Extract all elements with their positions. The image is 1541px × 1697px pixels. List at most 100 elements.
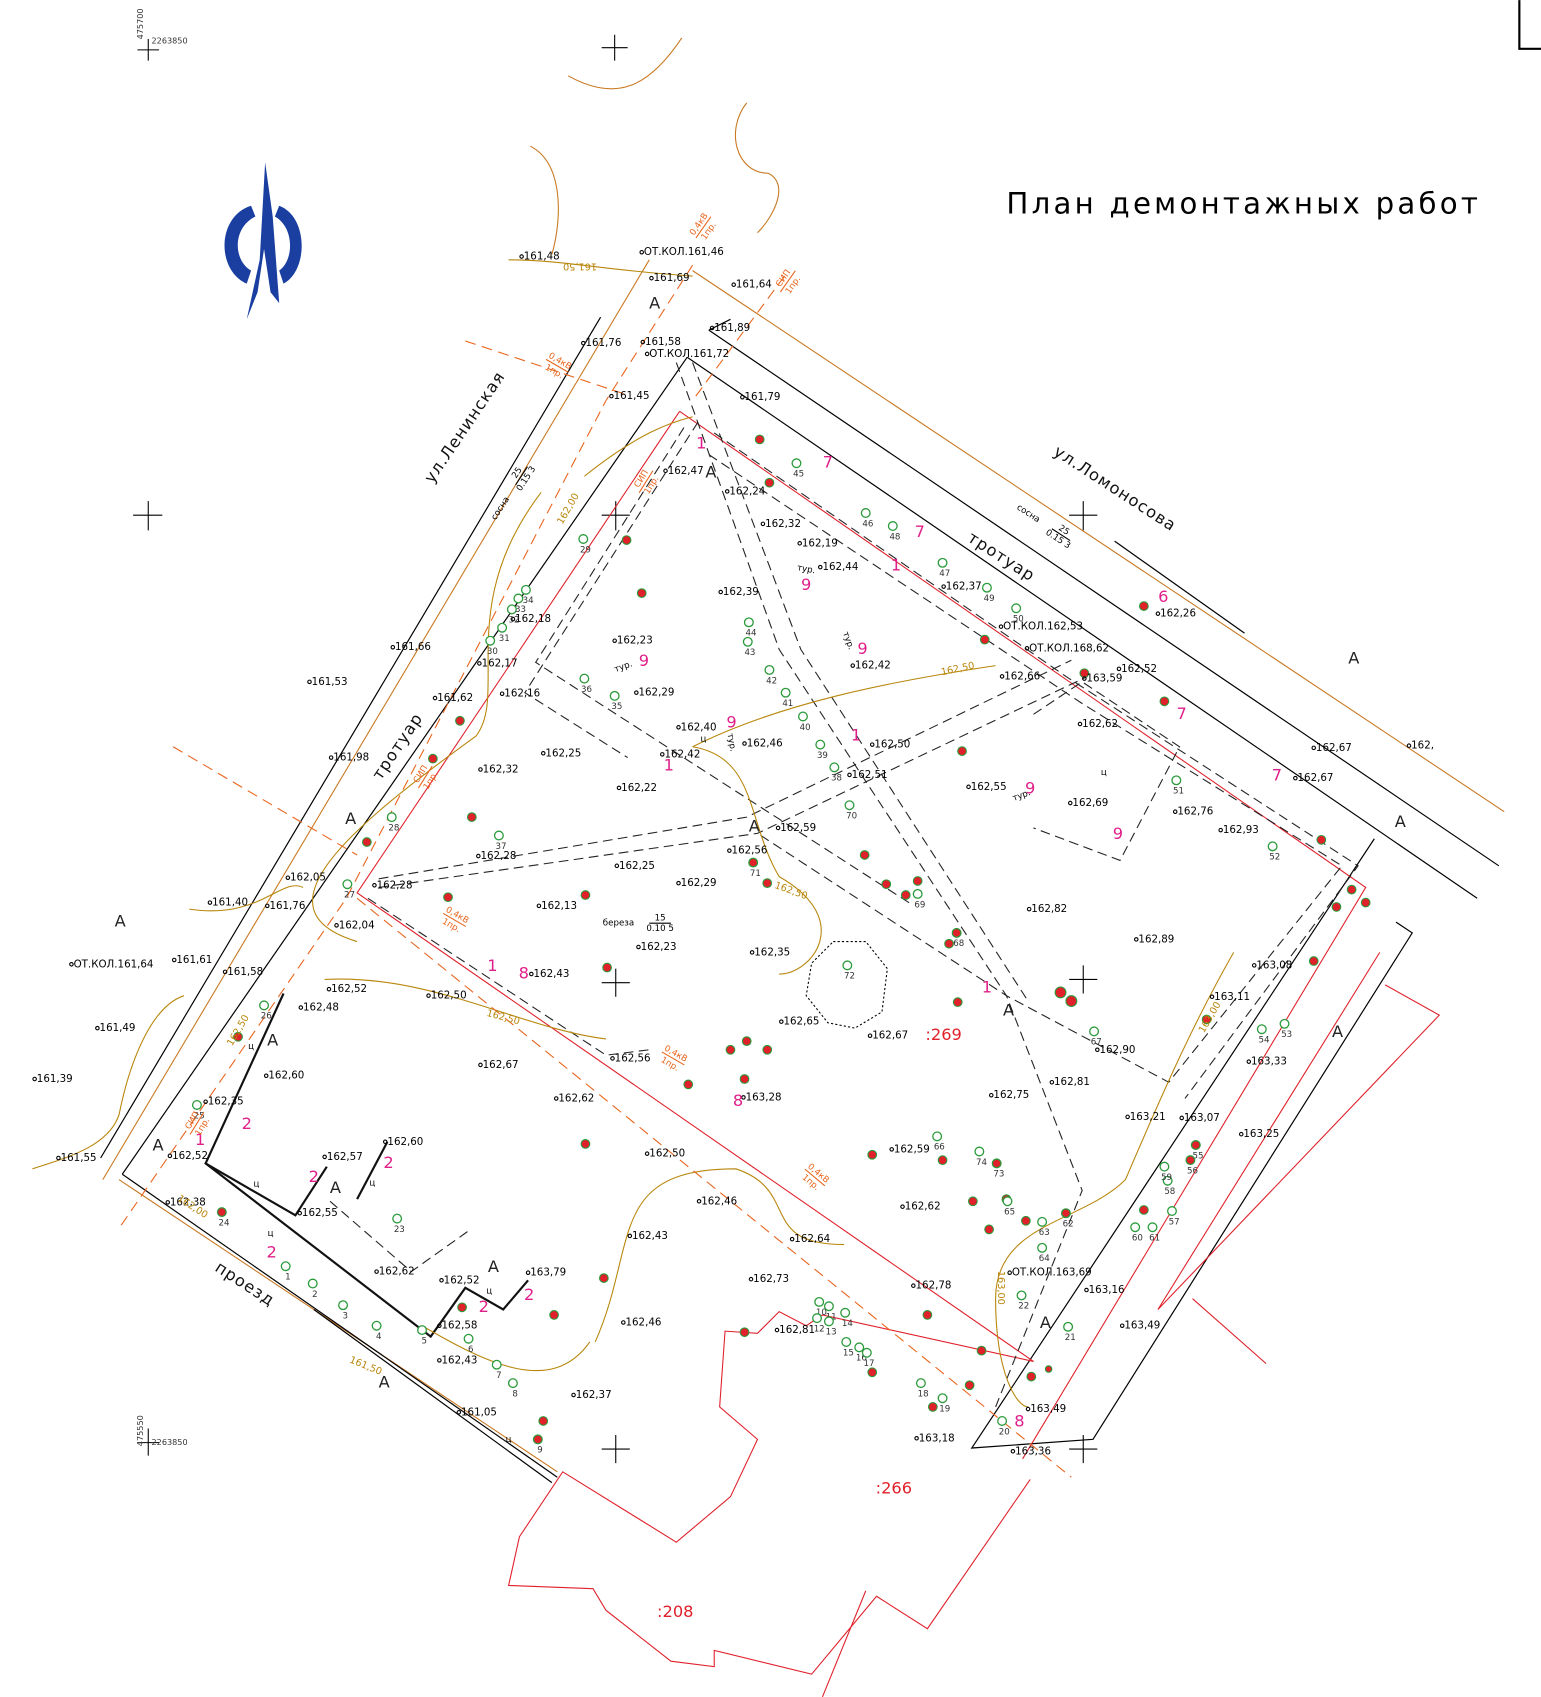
- elevation-label: 162,62: [558, 1092, 594, 1104]
- zone-number: 1: [195, 1130, 205, 1149]
- elevation-label: 162,37: [576, 1389, 612, 1401]
- survey-point: [727, 848, 732, 853]
- zone-number: 1: [891, 556, 901, 575]
- tree: [887, 521, 898, 531]
- tree-number: 12: [814, 1324, 825, 1334]
- tree-number: 35: [611, 702, 622, 712]
- zone-number: 8: [733, 1091, 743, 1110]
- survey-point: [69, 962, 74, 967]
- zone-number: 2: [383, 1153, 393, 1172]
- survey-point: [742, 741, 747, 746]
- utility-divider: [661, 1051, 685, 1066]
- survey-point: [900, 1204, 905, 1209]
- survey-point: [1026, 906, 1032, 912]
- elevation-label: 162,56: [615, 1052, 651, 1064]
- survey-point: [889, 1147, 894, 1152]
- elevation-label: 161,58: [645, 336, 681, 348]
- tree-number: 39: [817, 751, 828, 761]
- tree-number: 5: [421, 1336, 427, 1346]
- tree-number: 25: [194, 1111, 205, 1121]
- utility-divider: [638, 470, 654, 493]
- survey-point: [1077, 721, 1083, 727]
- survey-point: [1049, 1079, 1055, 1085]
- parcel-number: :269: [925, 1025, 961, 1044]
- tree-number: 26: [261, 1012, 272, 1022]
- elevation-label: 162,52: [172, 1150, 208, 1162]
- tree-number: 66: [934, 1143, 945, 1153]
- survey-point: [634, 690, 639, 695]
- tree: [491, 1359, 502, 1370]
- elevation-label: 162,04: [339, 919, 375, 931]
- elevation-label: 162,22: [621, 782, 657, 794]
- tree: [1037, 1216, 1048, 1227]
- survey-point: [298, 1005, 304, 1010]
- zone-number: 9: [1025, 778, 1035, 797]
- tree-number: 73: [993, 1170, 1004, 1180]
- elevation-label: 161,62: [437, 692, 473, 704]
- street-name: ул.Ленинская: [420, 368, 509, 487]
- tree: [974, 1146, 985, 1157]
- elevation-label: 162,59: [894, 1143, 930, 1155]
- survey-point: [285, 875, 291, 880]
- tree-number: 15: [843, 1348, 854, 1358]
- contour-label: 162,50: [485, 1008, 521, 1027]
- tree-number: 56: [1187, 1166, 1198, 1176]
- zone-number: 8: [519, 964, 529, 983]
- tree-number: 53: [1281, 1030, 1292, 1040]
- elevation-label: 163,33: [1251, 1056, 1287, 1068]
- tour-label: тур.: [725, 733, 738, 753]
- survey-point: [571, 1392, 576, 1398]
- elevation-label: 162,65: [783, 1016, 819, 1028]
- tree: [1011, 603, 1022, 614]
- zone-number: 6: [1158, 587, 1168, 606]
- survey-point: [748, 1276, 754, 1282]
- survey-point: [1025, 1406, 1031, 1412]
- tree: [951, 927, 962, 938]
- zone-number: 7: [1272, 765, 1282, 784]
- species-divider: [1051, 528, 1071, 542]
- tree-number: 31: [499, 634, 510, 644]
- tree-number: 70: [846, 812, 857, 822]
- survey-point: [1010, 1448, 1016, 1454]
- elevation-label: ОТ.КОЛ.161,46: [644, 246, 724, 258]
- area-letter: А: [1003, 1000, 1014, 1019]
- elevation-label: 162,55: [971, 781, 1007, 793]
- tree-number: 65: [1004, 1208, 1015, 1218]
- parcel-number: :266: [876, 1479, 912, 1498]
- tree: [578, 534, 589, 544]
- grid-coordinate: 2263850: [152, 1437, 188, 1447]
- survey-point: [867, 1033, 873, 1038]
- zone-number: 2: [266, 1243, 276, 1262]
- survey-point: [1095, 1047, 1100, 1053]
- tree-number: 1: [285, 1273, 291, 1283]
- elevation-label: 162,48: [303, 1002, 339, 1014]
- area-letter: А: [1040, 1313, 1051, 1332]
- elevation-label: 161,58: [227, 966, 263, 978]
- zone-number: 7: [1177, 704, 1187, 723]
- c-mark: ц: [268, 1229, 274, 1239]
- survey-point: [1172, 809, 1178, 814]
- street-name: ул.Ломоносова: [1050, 442, 1180, 535]
- tree: [1147, 1222, 1158, 1233]
- tree-number: 16: [856, 1354, 867, 1364]
- tree: [1089, 1026, 1100, 1037]
- north-arrow: [224, 162, 302, 320]
- zone-number: 9: [857, 639, 867, 658]
- survey-point: [869, 742, 875, 747]
- elevation-label: 161,64: [736, 279, 772, 291]
- tree-number: 60: [1132, 1234, 1143, 1244]
- tree: [532, 1434, 543, 1445]
- species-name: береза: [603, 919, 634, 929]
- elevation-label: 162,60: [268, 1070, 304, 1082]
- tour-label: тур.: [796, 563, 816, 576]
- tree: [764, 664, 775, 675]
- elevation-label: 162,67: [1316, 742, 1352, 754]
- tree-number: 30: [487, 647, 498, 657]
- grid-coordinate: 475550: [135, 1415, 145, 1446]
- tree: [1190, 1140, 1201, 1150]
- survey-point: [529, 971, 534, 977]
- elevation-label: 162,82: [1031, 903, 1067, 915]
- zone-number: 1: [487, 956, 497, 975]
